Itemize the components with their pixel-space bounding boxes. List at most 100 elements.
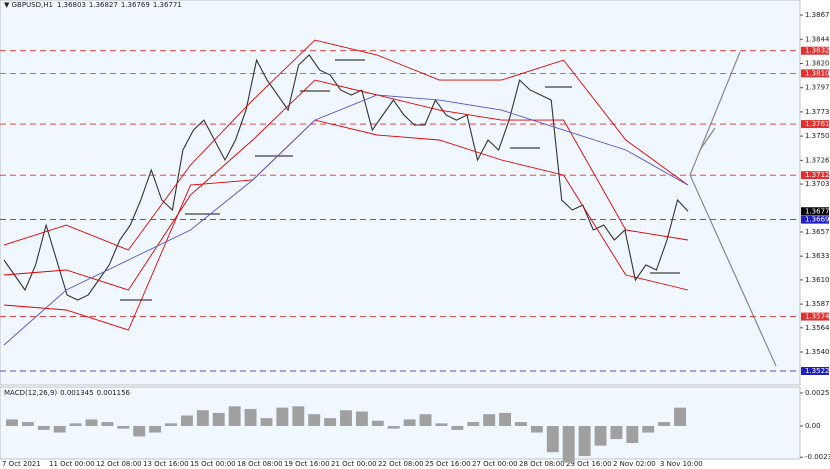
x-tick-label: 28 Oct 08:00: [519, 460, 565, 468]
y-tick-label: 1.35870: [805, 300, 830, 308]
x-tick-label: 22 Oct 08:00: [378, 460, 424, 468]
macd-tick-label: 0.00: [805, 422, 821, 430]
macd-bar: [610, 425, 623, 440]
macd-bar: [387, 425, 400, 429]
y-tick-label: 1.36335: [805, 252, 830, 260]
x-tick-label: 21 Oct 00:00: [331, 460, 377, 468]
macd-title: MACD(12,26,9) 0.001345 0.001156: [4, 389, 131, 397]
macd-bar: [340, 410, 352, 426]
macd-bar: [196, 410, 209, 426]
macd-bar: [530, 425, 543, 433]
macd-value: 0.001345: [60, 389, 93, 397]
macd-bar: [642, 425, 655, 433]
macd-bar: [674, 407, 686, 426]
y-tick-label: 1.38675: [805, 11, 830, 19]
y-tick-label: 1.37265: [805, 156, 830, 164]
symbol-text: GBPUSD,H1: [12, 1, 53, 9]
y-tick-label: 1.37500: [805, 132, 830, 140]
macd-bar: [133, 425, 146, 437]
macd-bar: [371, 420, 384, 426]
level-label: 1.36690: [805, 216, 830, 224]
macd-tick-label: 0.002521: [805, 389, 830, 397]
arrow: [689, 174, 777, 367]
macd-bar: [292, 406, 305, 426]
y-tick-label: 1.38440: [805, 35, 830, 43]
y-tick-label: 1.38205: [805, 59, 830, 67]
high: 1.36827: [89, 1, 118, 9]
macd-bar: [117, 425, 130, 429]
macd-bar: [355, 411, 368, 426]
x-tick-label: 25 Oct 16:00: [425, 460, 471, 468]
indicator-line: [3, 39, 689, 251]
macd-bar: [515, 422, 527, 426]
macd-bar: [85, 419, 98, 426]
x-tick-label: 12 Oct 08:00: [96, 460, 142, 468]
indicator-line: [3, 94, 689, 346]
level-tag: [801, 366, 829, 375]
macd-bar: [212, 412, 225, 426]
y-tick-label: 1.35405: [805, 348, 830, 356]
y-tick-label: 1.37970: [805, 84, 830, 92]
projection-arrows: [689, 51, 777, 367]
x-tick-label: 3 Nov 10:00: [660, 460, 703, 468]
macd-bar: [403, 419, 416, 426]
macd-bar: [165, 423, 177, 426]
y-tick-label: 1.36105: [805, 276, 830, 284]
level-label: 1.37617: [805, 120, 830, 128]
macd-bar: [499, 412, 512, 426]
macd-label: MACD(12,26,9): [4, 389, 57, 397]
trend-segments: [120, 59, 680, 301]
last-price-label: 1.36771: [805, 207, 830, 215]
y-tick-label: 1.37735: [805, 108, 830, 116]
level-tag: [801, 69, 829, 78]
x-tick-label: 7 Oct 2021: [2, 460, 41, 468]
price-line: [3, 54, 689, 301]
last-price-tag: [801, 207, 829, 216]
macd-bar: [276, 407, 289, 426]
macd-bar: [308, 414, 321, 426]
level-tag: [801, 120, 829, 129]
level-tag: [801, 171, 829, 180]
x-tick-label: 15 Oct 00:00: [190, 460, 236, 468]
macd-bar: [435, 423, 448, 426]
level-tag: [801, 215, 829, 224]
macd-bar: [21, 422, 34, 426]
x-tick-label: 29 Oct 16:00: [566, 460, 612, 468]
macd-bar: [244, 408, 257, 426]
macd-tick-label: -0.002386: [805, 453, 830, 461]
macd-bar: [451, 425, 464, 430]
x-tick-label: 2 Nov 02:00: [613, 460, 656, 468]
x-tick-label: 27 Oct 00:00: [472, 460, 518, 468]
macd-bar: [578, 425, 591, 457]
macd-bar: [53, 425, 66, 433]
macd-bar: [483, 414, 496, 426]
macd-bar: [467, 422, 480, 426]
macd-bar: [101, 422, 114, 426]
low: 1.36769: [121, 1, 150, 9]
macd-bar: [260, 418, 273, 426]
open: 1.36803: [57, 1, 86, 9]
x-tick-label: 13 Oct 16:00: [143, 460, 189, 468]
indicator-line: [3, 79, 689, 291]
level-tag: [801, 46, 829, 55]
x-tick-label: 11 Oct 00:00: [49, 460, 95, 468]
macd-bar: [546, 425, 559, 453]
y-tick-label: 1.35640: [805, 324, 830, 332]
y-tick-label: 1.36570: [805, 228, 830, 236]
indicator-line: [3, 119, 689, 331]
x-tick-label: 19 Oct 16:00: [284, 460, 330, 468]
arrow: [689, 51, 741, 176]
x-tick-label: 18 Oct 08:00: [237, 460, 283, 468]
macd-bar: [180, 415, 193, 426]
level-label: 1.35749: [805, 313, 830, 321]
macd-bar: [562, 425, 575, 463]
macd-bar: [228, 406, 241, 426]
macd-bar: [626, 425, 639, 444]
macd-bar: [6, 419, 18, 426]
arrow: [699, 127, 716, 151]
level-label: 1.38109: [805, 69, 830, 77]
level-tag: [801, 312, 829, 321]
